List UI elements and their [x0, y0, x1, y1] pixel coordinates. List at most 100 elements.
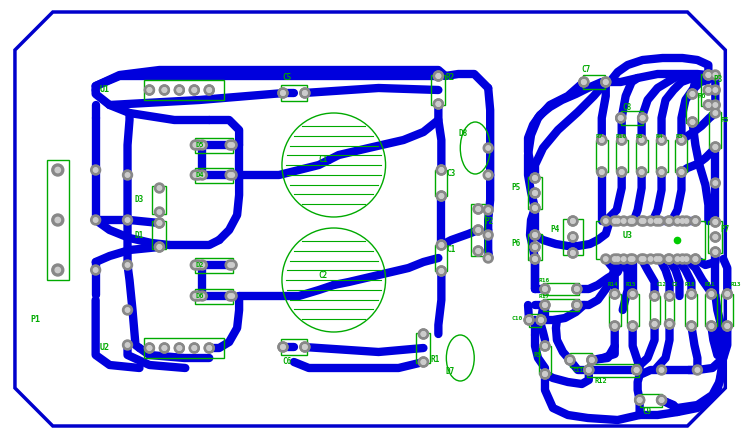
Bar — [539, 346, 551, 374]
Circle shape — [144, 85, 155, 95]
Circle shape — [649, 291, 660, 301]
Circle shape — [192, 346, 196, 350]
Circle shape — [667, 294, 672, 298]
Circle shape — [612, 324, 617, 328]
Circle shape — [690, 292, 694, 296]
Circle shape — [200, 263, 204, 267]
Circle shape — [641, 219, 646, 223]
Circle shape — [652, 294, 657, 298]
Text: P4: P4 — [550, 226, 559, 234]
Circle shape — [710, 217, 720, 227]
Text: C12: C12 — [657, 283, 666, 287]
Circle shape — [675, 257, 680, 261]
Circle shape — [300, 342, 310, 352]
Bar — [701, 74, 716, 106]
Circle shape — [693, 257, 698, 261]
Circle shape — [612, 219, 617, 223]
Circle shape — [587, 355, 597, 365]
Circle shape — [690, 216, 701, 226]
Circle shape — [300, 88, 310, 98]
Circle shape — [571, 219, 575, 223]
Circle shape — [476, 249, 481, 253]
Circle shape — [155, 218, 164, 228]
Circle shape — [684, 219, 689, 223]
Circle shape — [568, 248, 578, 258]
Circle shape — [230, 294, 234, 298]
Circle shape — [704, 70, 713, 80]
Circle shape — [597, 167, 607, 177]
Circle shape — [486, 146, 490, 150]
Circle shape — [200, 173, 204, 177]
Circle shape — [610, 321, 620, 331]
Text: R16: R16 — [539, 278, 551, 283]
Circle shape — [617, 135, 626, 145]
Circle shape — [574, 303, 579, 307]
Circle shape — [225, 291, 235, 301]
Circle shape — [639, 254, 649, 264]
Circle shape — [710, 142, 720, 152]
Circle shape — [589, 358, 594, 362]
Circle shape — [640, 116, 645, 120]
Circle shape — [637, 113, 648, 123]
Bar — [587, 364, 639, 377]
Circle shape — [533, 176, 537, 180]
Circle shape — [707, 289, 716, 299]
Circle shape — [230, 143, 234, 147]
Circle shape — [707, 321, 716, 331]
Circle shape — [204, 85, 214, 95]
Circle shape — [160, 85, 169, 95]
Circle shape — [123, 170, 132, 180]
Circle shape — [639, 216, 649, 226]
Circle shape — [681, 254, 692, 264]
Circle shape — [190, 140, 201, 150]
Circle shape — [713, 250, 718, 254]
Circle shape — [196, 173, 201, 177]
Circle shape — [228, 143, 233, 147]
Circle shape — [190, 260, 201, 270]
Circle shape — [635, 368, 639, 372]
Circle shape — [52, 164, 64, 176]
Circle shape — [597, 135, 607, 145]
Circle shape — [713, 235, 718, 239]
Circle shape — [621, 257, 626, 261]
Circle shape — [568, 216, 578, 226]
Circle shape — [690, 92, 695, 96]
Circle shape — [540, 369, 550, 379]
Circle shape — [637, 135, 646, 145]
Circle shape — [646, 254, 655, 264]
Circle shape — [540, 284, 550, 294]
Circle shape — [709, 292, 713, 296]
Circle shape — [612, 257, 617, 261]
Circle shape — [713, 250, 718, 254]
Text: U2: U2 — [100, 343, 110, 353]
Circle shape — [704, 85, 713, 95]
Circle shape — [144, 343, 155, 353]
Bar — [655, 140, 667, 172]
Circle shape — [439, 269, 444, 273]
Circle shape — [571, 219, 575, 223]
Text: C2: C2 — [319, 271, 328, 279]
Circle shape — [690, 92, 695, 96]
Circle shape — [55, 267, 60, 273]
Circle shape — [610, 254, 620, 264]
Circle shape — [640, 170, 644, 174]
Circle shape — [710, 142, 720, 152]
Bar — [528, 234, 542, 260]
Circle shape — [676, 135, 687, 145]
Circle shape — [278, 88, 288, 98]
Circle shape — [690, 292, 694, 296]
Circle shape — [207, 88, 212, 92]
Circle shape — [657, 365, 666, 375]
Circle shape — [158, 221, 162, 225]
Circle shape — [706, 88, 710, 92]
Circle shape — [162, 88, 166, 92]
Bar — [596, 140, 608, 172]
Circle shape — [637, 254, 646, 264]
Circle shape — [530, 188, 540, 198]
Circle shape — [659, 170, 663, 174]
Circle shape — [649, 319, 660, 329]
Circle shape — [615, 219, 620, 223]
Circle shape — [473, 225, 483, 235]
Circle shape — [600, 170, 604, 174]
Circle shape — [658, 257, 662, 261]
